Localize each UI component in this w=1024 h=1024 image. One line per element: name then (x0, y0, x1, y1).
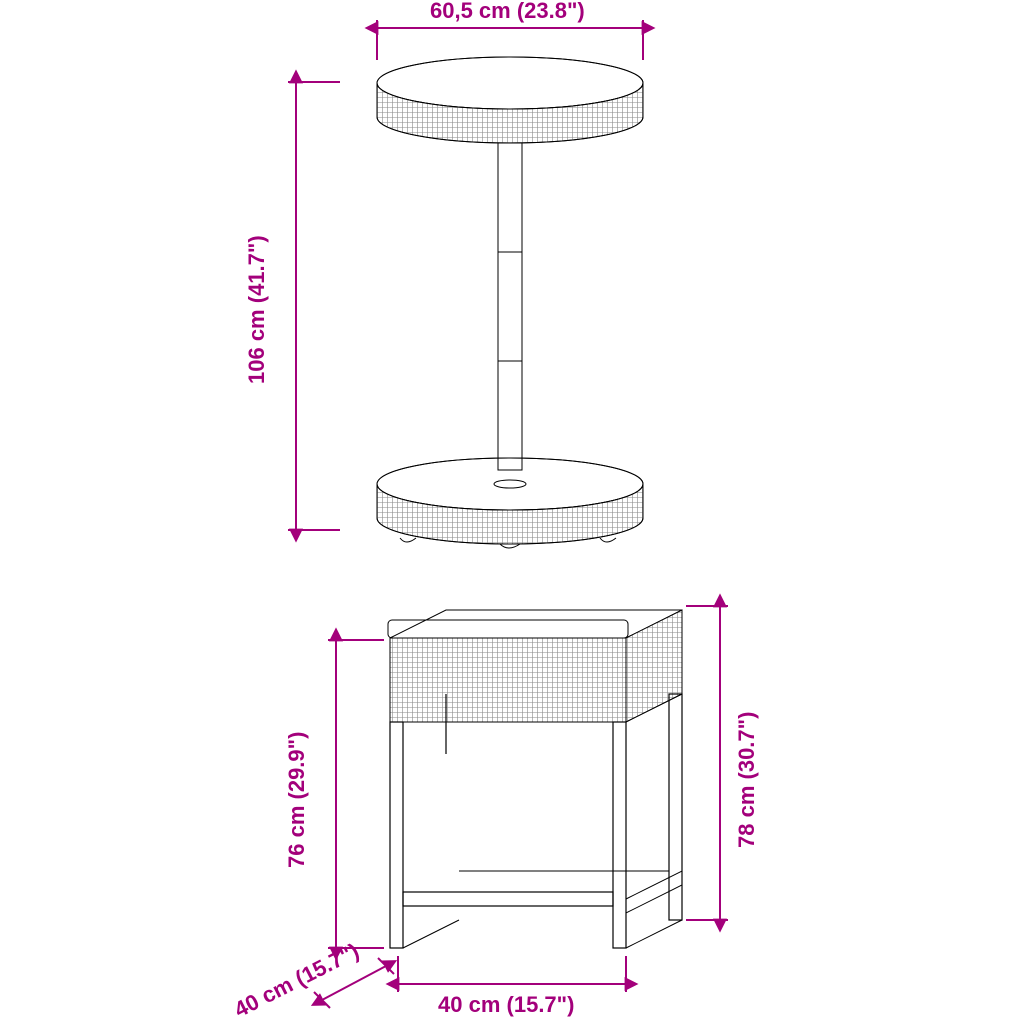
table-drawing (377, 57, 643, 548)
dim-table-width (377, 20, 643, 60)
dim-stool-width (398, 956, 626, 992)
diagram-stage: 60,5 cm (23.8") 106 cm (41.7") 76 cm (29… (0, 0, 1024, 1024)
label-stool-width: 40 cm (15.7") (438, 992, 574, 1018)
label-stool-height-cushion: 78 cm (30.7") (734, 680, 760, 880)
diagram-svg (0, 0, 1024, 1024)
label-stool-height-frame: 76 cm (29.9") (284, 700, 310, 900)
stool-drawing (388, 610, 682, 948)
label-table-height: 106 cm (41.7") (244, 200, 270, 420)
dim-table-height (288, 82, 340, 530)
dim-stool-height-frame (328, 640, 384, 948)
label-table-width: 60,5 cm (23.8") (430, 0, 585, 24)
dim-stool-height-cushion (686, 606, 728, 920)
